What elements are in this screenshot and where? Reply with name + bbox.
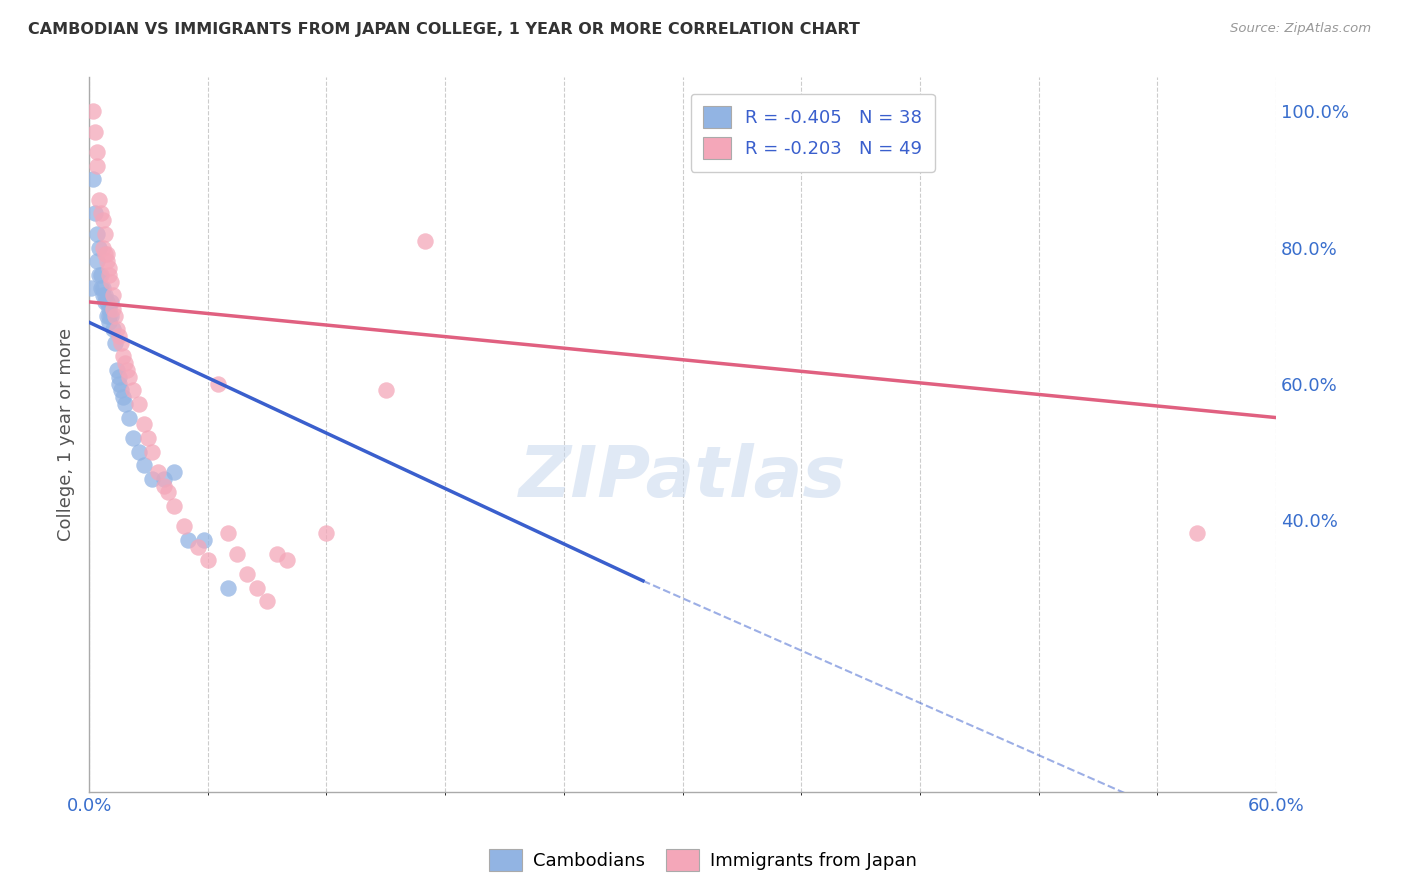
Point xyxy=(91,288,114,302)
Point xyxy=(101,288,124,302)
Point xyxy=(94,227,117,241)
Point xyxy=(100,309,122,323)
Point xyxy=(82,172,104,186)
Point xyxy=(315,526,337,541)
Point xyxy=(128,397,150,411)
Point xyxy=(276,553,298,567)
Point xyxy=(187,540,209,554)
Point xyxy=(97,268,120,282)
Point xyxy=(105,322,128,336)
Point xyxy=(121,431,143,445)
Point xyxy=(197,553,219,567)
Point xyxy=(114,356,136,370)
Point xyxy=(111,349,134,363)
Point xyxy=(138,431,160,445)
Point xyxy=(97,260,120,275)
Point xyxy=(94,247,117,261)
Point xyxy=(84,125,107,139)
Point xyxy=(157,485,180,500)
Point xyxy=(96,309,118,323)
Point xyxy=(117,410,139,425)
Point xyxy=(415,234,437,248)
Point xyxy=(134,458,156,473)
Point xyxy=(193,533,215,547)
Point xyxy=(97,301,120,316)
Point xyxy=(173,519,195,533)
Point xyxy=(100,294,122,309)
Point xyxy=(101,301,124,316)
Point xyxy=(110,384,132,398)
Point xyxy=(91,240,114,254)
Point xyxy=(236,567,259,582)
Y-axis label: College, 1 year or more: College, 1 year or more xyxy=(58,328,75,541)
Point xyxy=(117,369,139,384)
Point xyxy=(94,288,117,302)
Point xyxy=(141,444,163,458)
Point xyxy=(226,547,249,561)
Point xyxy=(96,294,118,309)
Point xyxy=(107,376,129,391)
Legend: R = -0.405   N = 38, R = -0.203   N = 49: R = -0.405 N = 38, R = -0.203 N = 49 xyxy=(690,94,935,172)
Point xyxy=(1185,526,1208,541)
Point xyxy=(266,547,288,561)
Text: CAMBODIAN VS IMMIGRANTS FROM JAPAN COLLEGE, 1 YEAR OR MORE CORRELATION CHART: CAMBODIAN VS IMMIGRANTS FROM JAPAN COLLE… xyxy=(28,22,860,37)
Point xyxy=(107,369,129,384)
Point xyxy=(101,322,124,336)
Point xyxy=(96,247,118,261)
Legend: Cambodians, Immigrants from Japan: Cambodians, Immigrants from Japan xyxy=(482,842,924,879)
Point xyxy=(153,478,176,492)
Point xyxy=(104,309,127,323)
Point xyxy=(91,213,114,227)
Point xyxy=(256,594,278,608)
Point xyxy=(87,240,110,254)
Point xyxy=(94,294,117,309)
Point xyxy=(246,581,269,595)
Point xyxy=(121,384,143,398)
Point xyxy=(90,206,112,220)
Point xyxy=(87,193,110,207)
Point xyxy=(107,329,129,343)
Point xyxy=(96,254,118,268)
Point xyxy=(82,104,104,119)
Point xyxy=(86,159,108,173)
Point xyxy=(84,206,107,220)
Point xyxy=(128,444,150,458)
Point xyxy=(87,268,110,282)
Point xyxy=(97,315,120,329)
Point xyxy=(90,281,112,295)
Point xyxy=(104,335,127,350)
Point xyxy=(100,275,122,289)
Text: Source: ZipAtlas.com: Source: ZipAtlas.com xyxy=(1230,22,1371,36)
Point xyxy=(105,363,128,377)
Point xyxy=(115,363,138,377)
Point xyxy=(217,581,239,595)
Point xyxy=(153,472,176,486)
Point xyxy=(86,227,108,241)
Point xyxy=(207,376,229,391)
Point xyxy=(134,417,156,432)
Point xyxy=(141,472,163,486)
Point xyxy=(91,281,114,295)
Point xyxy=(374,384,396,398)
Point xyxy=(86,145,108,160)
Point xyxy=(110,335,132,350)
Point xyxy=(148,465,170,479)
Point xyxy=(90,268,112,282)
Text: ZIPatlas: ZIPatlas xyxy=(519,443,846,512)
Point xyxy=(177,533,200,547)
Point xyxy=(111,390,134,404)
Point xyxy=(86,254,108,268)
Point xyxy=(163,465,186,479)
Point xyxy=(217,526,239,541)
Point xyxy=(163,499,186,513)
Point xyxy=(97,309,120,323)
Point xyxy=(80,281,103,295)
Point xyxy=(114,397,136,411)
